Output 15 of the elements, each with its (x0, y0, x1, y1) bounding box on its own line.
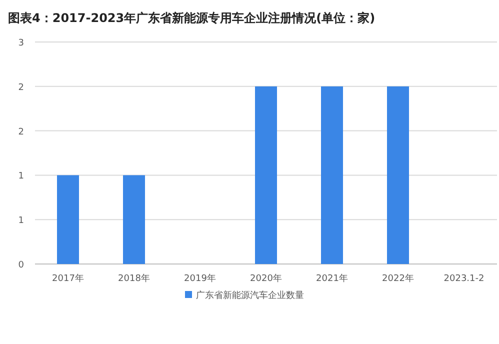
y-tick-label: 3 (18, 38, 24, 48)
x-tick-label: 2017年 (52, 273, 84, 284)
y-tick-label: 0 (18, 260, 24, 270)
chart-title: 图表4：2017-2023年广东省新能源专用车企业注册情况(单位：家) (8, 11, 376, 25)
x-tick-label: 2021年 (316, 273, 348, 284)
legend-label: 广东省新能源汽车企业数量 (196, 290, 304, 301)
y-tick-label: 2 (18, 82, 24, 93)
x-tick-label: 2018年 (118, 273, 150, 284)
x-tick-label: 2019年 (184, 273, 216, 284)
y-tick-label: 1 (18, 172, 24, 182)
x-tick-label: 2022年 (382, 273, 414, 284)
y-tick-label: 1 (18, 216, 24, 226)
x-tick-label: 2023.1-2 (444, 274, 484, 284)
y-tick-label: 2 (18, 127, 24, 138)
x-tick-label: 2020年 (250, 273, 282, 284)
